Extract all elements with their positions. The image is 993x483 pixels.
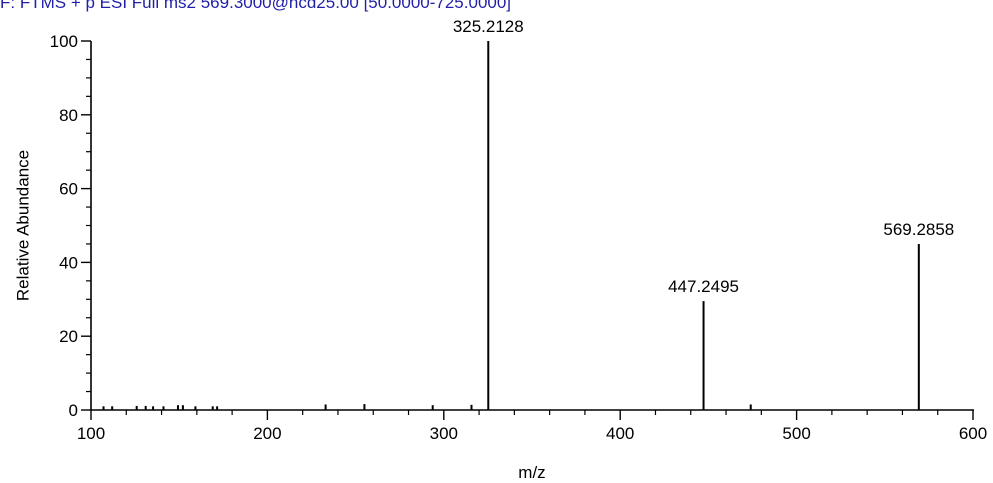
x-tick-label: 100 xyxy=(77,424,105,443)
peak-label: 569.2858 xyxy=(883,220,954,239)
y-tick-label: 100 xyxy=(50,32,78,51)
x-minor-ticks xyxy=(125,410,939,415)
x-tick-label: 500 xyxy=(782,424,810,443)
peak-label: 325.2128 xyxy=(453,17,524,36)
y-tick-label: 80 xyxy=(59,106,78,125)
peak-label: 447.2495 xyxy=(668,277,739,296)
x-tick-label: 300 xyxy=(430,424,458,443)
x-axis-label: m/z xyxy=(518,463,545,482)
scan-header: F: FTMS + p ESI Full ms2 569.3000@hcd25.… xyxy=(0,0,512,12)
y-major-ticks: 0 20 40 60 80 100 xyxy=(50,32,91,420)
y-tick-label: 20 xyxy=(59,327,78,346)
y-tick-label: 40 xyxy=(59,253,78,272)
peak-sticks xyxy=(102,41,920,410)
y-tick-label: 60 xyxy=(59,180,78,199)
y-axis-label: Relative Abundance xyxy=(13,150,32,301)
y-minor-ticks xyxy=(86,58,91,393)
x-major-ticks: 100 200 300 400 500 600 xyxy=(77,410,987,443)
x-tick-label: 200 xyxy=(253,424,281,443)
y-tick-label: 0 xyxy=(69,401,78,420)
x-tick-label: 600 xyxy=(959,424,987,443)
x-tick-label: 400 xyxy=(606,424,634,443)
peak-labels: 325.2128 447.2495 569.2858 xyxy=(453,17,954,296)
